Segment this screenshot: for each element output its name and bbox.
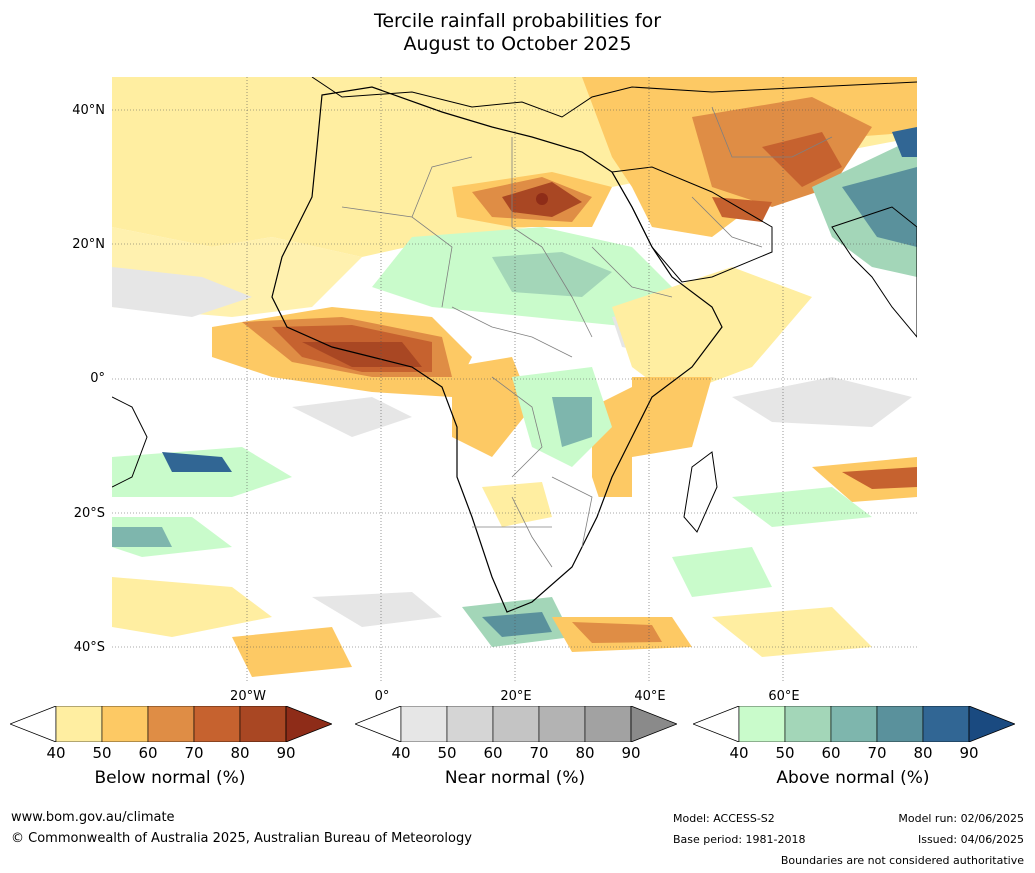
website-link[interactable]: www.bom.gov.au/climate: [11, 810, 175, 825]
colorbar-near-segment: [446, 706, 494, 742]
colorbar-near-svg: [355, 706, 677, 742]
colorbar-below-segment: [101, 706, 149, 742]
colorbar-below-left-extend: [10, 706, 57, 742]
colorbar-near-left-extend: [355, 706, 402, 742]
colorbar-below-tick: 80: [230, 744, 250, 762]
colorbar-above-tick: 60: [821, 744, 841, 762]
colorbar-below-title: Below normal (%): [94, 768, 246, 788]
map-title: Tercile rainfall probabilities for Augus…: [0, 10, 1035, 56]
colorbar-below-tick: 70: [184, 744, 204, 762]
colorbar-near-segment: [492, 706, 540, 742]
lon-label-20e: 20°E: [500, 689, 532, 704]
title-line-1: Tercile rainfall probabilities for: [373, 10, 662, 32]
colorbar-below-tick: 60: [138, 744, 158, 762]
lon-label-60e: 60°E: [768, 689, 800, 704]
colorbar-near-right-extend: [630, 706, 677, 742]
copyright-text: © Commonwealth of Australia 2025, Austra…: [11, 831, 472, 846]
colorbar-above-segment: [876, 706, 924, 742]
colorbar-near-tick: 50: [437, 744, 457, 762]
colorbar-below-tick: 90: [276, 744, 296, 762]
colorbar-near-segment: [538, 706, 586, 742]
lat-label-40n: 40°N: [72, 103, 105, 118]
model-run-text: Model run: 02/06/2025: [898, 812, 1024, 825]
lat-label-20n: 20°N: [72, 237, 105, 252]
colorbar-above-tick: 50: [775, 744, 795, 762]
colorbar-above-segment: [738, 706, 786, 742]
colorbar-below-tick: 40: [46, 744, 66, 762]
colorbar-below-segment: [193, 706, 241, 742]
disclaimer-text: Boundaries are not considered authoritat…: [780, 854, 1024, 867]
lat-label-0: 0°: [90, 371, 105, 386]
base-period-text: Base period: 1981-2018: [673, 833, 806, 846]
lon-label-0: 0°: [374, 689, 390, 704]
colorbar-above-tick: 40: [729, 744, 749, 762]
colorbar-near-tick: 80: [575, 744, 595, 762]
title-line-2: August to October 2025: [403, 33, 632, 55]
colorbar-above-right-extend: [968, 706, 1015, 742]
colorbar-near-tick: 90: [621, 744, 641, 762]
lon-label-20w: 20°W: [230, 689, 266, 704]
model-text: Model: ACCESS-S2: [673, 812, 775, 825]
colorbar-above-segment: [830, 706, 878, 742]
rainfall-probability-map: [112, 77, 917, 681]
colorbar-above-title: Above normal (%): [776, 768, 930, 788]
colorbar-above-tick: 80: [913, 744, 933, 762]
colorbar-below-tick: 50: [92, 744, 112, 762]
colorbar-below-svg: [10, 706, 332, 742]
colorbar-near-title: Near normal (%): [444, 768, 586, 788]
colorbar-near-tick: 70: [529, 744, 549, 762]
colorbar-below-segment: [55, 706, 103, 742]
colorbar-below-segment: [147, 706, 195, 742]
colorbar-above-tick: 90: [959, 744, 979, 762]
colorbar-above-segment: [784, 706, 832, 742]
lon-label-40e: 40°E: [634, 689, 666, 704]
colorbar-near-segment: [584, 706, 632, 742]
colorbar-above-normal: [693, 706, 1015, 742]
colorbar-below-normal: [10, 706, 332, 742]
colorbar-above-segment: [922, 706, 970, 742]
colorbar-near-tick: 60: [483, 744, 503, 762]
colorbar-near-normal: [355, 706, 677, 742]
colorbar-near-tick: 40: [391, 744, 411, 762]
map-canvas: [112, 77, 917, 681]
lat-label-20s: 20°S: [73, 506, 105, 521]
colorbar-below-segment: [239, 706, 287, 742]
issued-text: Issued: 04/06/2025: [917, 833, 1024, 846]
colorbar-below-right-extend: [285, 706, 332, 742]
colorbar-above-tick: 70: [867, 744, 887, 762]
colorbar-near-segment: [400, 706, 448, 742]
colorbar-above-left-extend: [693, 706, 740, 742]
colorbar-above-svg: [693, 706, 1015, 742]
lat-label-40s: 40°S: [73, 640, 105, 655]
